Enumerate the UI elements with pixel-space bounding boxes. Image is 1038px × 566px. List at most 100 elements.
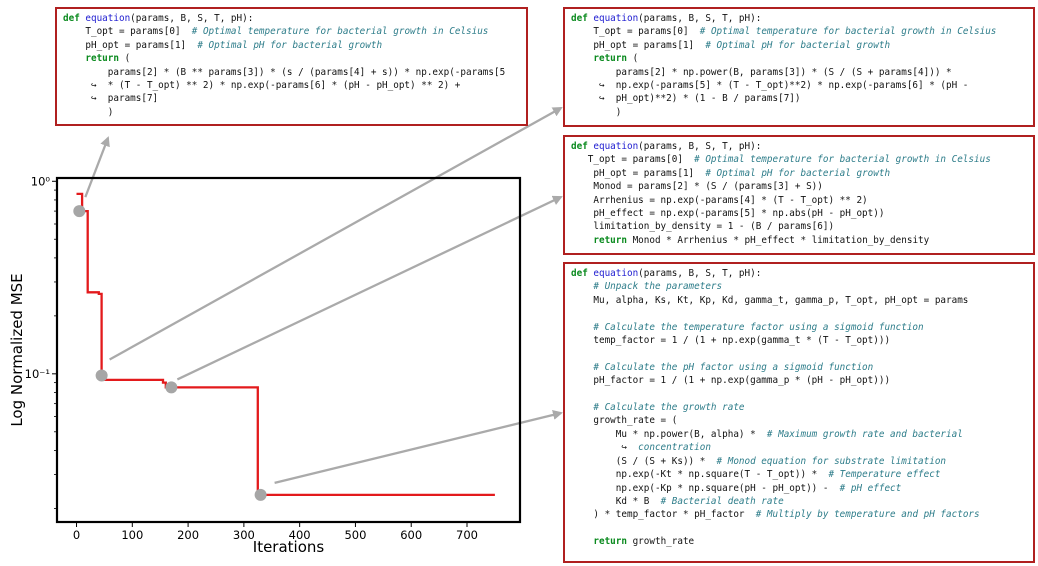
x-tick-label: 0 [73,528,80,542]
code-line: (S / (S + Ks)) * # Monod equation for su… [571,455,1027,468]
code-line: ​ [571,522,1027,535]
equation-box-4: def equation(params, B, S, T, pH): # Unp… [563,262,1035,563]
code-token: def [63,13,86,24]
code-token: ( [124,53,131,65]
code-token: ) [571,106,622,118]
highlight-point [165,381,178,394]
code-token: # Optimal temperature for bacterial grow… [191,26,489,38]
code-token: pH_opt = params[1] [571,167,706,179]
code-token: (params, B, S, T, pH): [130,13,254,24]
x-axis-label: Iterations [253,538,325,556]
code-token: # Optimal temperature for bacterial grow… [699,26,997,38]
code-token: def [571,13,594,24]
code-token: growth_rate [632,536,695,548]
code-token: (S / (S + Ks)) * [571,455,717,467]
code-line: temp_factor = 1 / (1 + np.exp(gamma_t * … [571,334,1027,347]
mse-step-series [76,192,495,497]
code-line: ↪ params[7] [63,92,520,105]
code-token: Mu, alpha, Ks, Kt, Kp, Kd, gamma_t, gamm… [571,294,969,306]
x-tick-label: 200 [177,528,199,542]
code-token: equation [593,141,639,152]
code-line: params[2] * (B ** params[3]) * (s / (par… [63,66,520,79]
code-token: equation [593,268,639,279]
highlight-markers [73,205,267,501]
code-token: pH_opt = params[1] [63,39,198,51]
code-token: Arrhenius = np.exp(-params[4] * (T - T_o… [571,194,868,206]
plot-frame [55,176,522,524]
code-line: # Calculate the growth rate [571,401,1027,414]
x-tick-label: 500 [344,528,366,542]
highlight-point [254,488,267,501]
code-token: # Optimal pH for bacterial growth [705,39,891,51]
code-token: pH_effect = np.exp(-params[5] * np.abs(p… [571,208,885,220]
code-line: pH_opt = params[1] # Optimal pH for bact… [571,167,1027,180]
code-line: pH_effect = np.exp(-params[5] * np.abs(p… [571,207,1027,220]
code-token: Mu * np.power(B, alpha) * [571,428,767,440]
code-token: concentration [638,442,711,454]
code-token: # Optimal temperature for bacterial grow… [694,154,991,166]
code-line: T_opt = params[0] # Optimal temperature … [571,25,1027,38]
code-line: def equation(params, B, S, T, pH): [63,12,520,25]
code-token: # Bacterial death rate [660,495,784,507]
y-tick-label: 10⁰ [31,174,51,188]
code-token: T_opt = params[0] [571,154,695,166]
code-line: pH_factor = 1 / (1 + np.exp(gamma_p * (p… [571,374,1027,387]
code-line: ) [571,106,1027,119]
code-token: return [571,536,633,548]
code-line: def equation(params, B, S, T, pH): [571,140,1027,153]
code-token: params[2] * np.power(B, params[3]) * (S … [571,66,952,78]
code-token: return [63,53,125,65]
code-line: pH_opt = params[1] # Optimal pH for bact… [571,39,1027,52]
code-line: return ( [571,52,1027,65]
code-token: temp_factor = 1 / (1 + np.exp(gamma_t * … [571,335,891,347]
code-line: ↪ * (T - T_opt) ** 2) * np.exp(-params[6… [63,79,520,92]
code-token: T_opt = params[0] [63,26,192,38]
code-token: (params, B, S, T, pH): [638,13,762,24]
code-token: params[2] * (B ** params[3]) * (s / (par… [63,66,506,78]
code-token: ( [632,53,639,65]
y-tick-label: 10⁻¹ [25,367,50,381]
code-token: ↪ [571,442,639,454]
highlight-point [73,205,86,218]
code-line: ↪ concentration [571,441,1027,454]
code-line: Monod = params[2] * (S / (params[3] + S)… [571,180,1027,193]
code-line: limitation_by_density = 1 - (B / params[… [571,220,1027,233]
code-token: def [571,141,594,152]
code-line: growth_rate = ( [571,414,1027,427]
mse-step-line [76,192,495,497]
axes: 0 100 200 300 400 500 600 700 10⁰ 10⁻¹ Iterations L… [8,174,522,556]
code-line: ↪ np.exp(-params[5] * (T - T_opt)**2) * … [571,79,1027,92]
code-token: ) [63,106,114,118]
code-token: Monod * Arrhenius * pH_effect * limitati… [632,234,930,246]
code-token: # Calculate the pH factor using a sigmoi… [571,361,874,373]
code-token: (params, B, S, T, pH): [638,141,762,152]
code-token: ↪ * (T - T_opt) ** 2) * np.exp(-params[6… [63,80,461,92]
code-line: Mu * np.power(B, alpha) * # Maximum grow… [571,428,1027,441]
code-token: Kd * B [571,495,661,507]
code-line: Kd * B # Bacterial death rate [571,495,1027,508]
code-line: T_opt = params[0] # Optimal temperature … [571,153,1027,166]
code-line: return Monod * Arrhenius * pH_effect * l… [571,234,1027,247]
code-line: # Calculate the temperature factor using… [571,321,1027,334]
code-line: return ( [63,52,520,65]
code-line: np.exp(-Kt * np.square(T - T_opt)) * # T… [571,468,1027,481]
code-token: # Calculate the temperature factor using… [571,321,924,333]
code-token: ↪ np.exp(-params[5] * (T - T_opt)**2) * … [571,80,969,92]
code-line: def equation(params, B, S, T, pH): [571,267,1027,280]
code-token: return [571,234,633,246]
connector-arrow [84,136,110,198]
code-token: limitation_by_density = 1 - (B / params[… [571,221,835,233]
code-token: ↪ params[7] [63,93,159,105]
code-line: ​ [571,307,1027,320]
connector-arrow [109,106,563,361]
connector-arrows [84,106,563,485]
code-line: ) * temp_factor * pH_factor # Multiply b… [571,508,1027,521]
code-line: ) [63,106,520,119]
code-token: (params, B, S, T, pH): [638,268,762,279]
code-token: ↪ pH_opt)**2) * (1 - B / params[7]) [571,93,801,105]
code-token: # Calculate the growth rate [571,402,745,414]
code-line: return growth_rate [571,535,1027,548]
connector-arrow [176,195,563,381]
code-token: growth_rate = ( [571,415,678,427]
code-line: ​ [571,347,1027,360]
